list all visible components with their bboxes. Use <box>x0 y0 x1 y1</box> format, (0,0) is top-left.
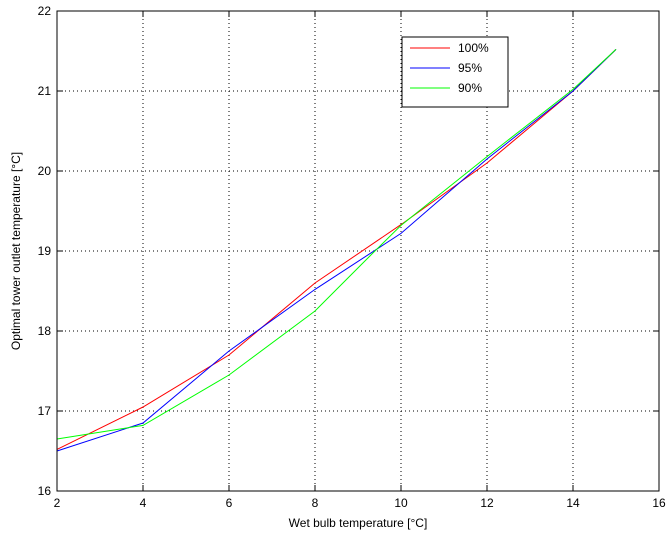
x-axis-label: Wet bulb temperature [°C] <box>289 516 428 530</box>
y-axis-label: Optimal tower outlet temperature [°C] <box>9 152 23 350</box>
x-tick-label: 2 <box>54 496 61 510</box>
x-tick-label: 16 <box>652 496 666 510</box>
legend: 100% 95% 90% <box>401 36 509 108</box>
legend-box <box>401 36 509 108</box>
x-tick-label: 10 <box>394 496 408 510</box>
y-tick-label: 19 <box>38 244 52 258</box>
x-tick-label: 12 <box>480 496 494 510</box>
y-tick-labels: 16 17 18 19 20 21 22 <box>38 4 52 498</box>
x-tick-label: 6 <box>226 496 233 510</box>
x-tick-label: 4 <box>140 496 147 510</box>
y-tick-label: 18 <box>38 324 52 338</box>
series-line-3 <box>56 49 617 440</box>
y-tick-label: 21 <box>38 84 52 98</box>
legend-label: 90% <box>458 81 482 95</box>
y-tick-label: 20 <box>38 164 52 178</box>
x-tick-label: 14 <box>566 496 580 510</box>
y-tick-label: 22 <box>38 4 52 18</box>
series-line-1 <box>56 49 617 450</box>
legend-label: 100% <box>458 41 489 55</box>
series-group <box>56 49 617 452</box>
x-tick-label: 8 <box>312 496 319 510</box>
x-tick-labels: 2 4 6 8 10 12 14 16 <box>54 496 666 510</box>
legend-label: 95% <box>458 61 482 75</box>
series-line-2 <box>56 49 617 452</box>
y-tick-label: 17 <box>38 404 52 418</box>
tick-marks <box>56 10 660 492</box>
y-tick-label: 16 <box>38 484 52 498</box>
